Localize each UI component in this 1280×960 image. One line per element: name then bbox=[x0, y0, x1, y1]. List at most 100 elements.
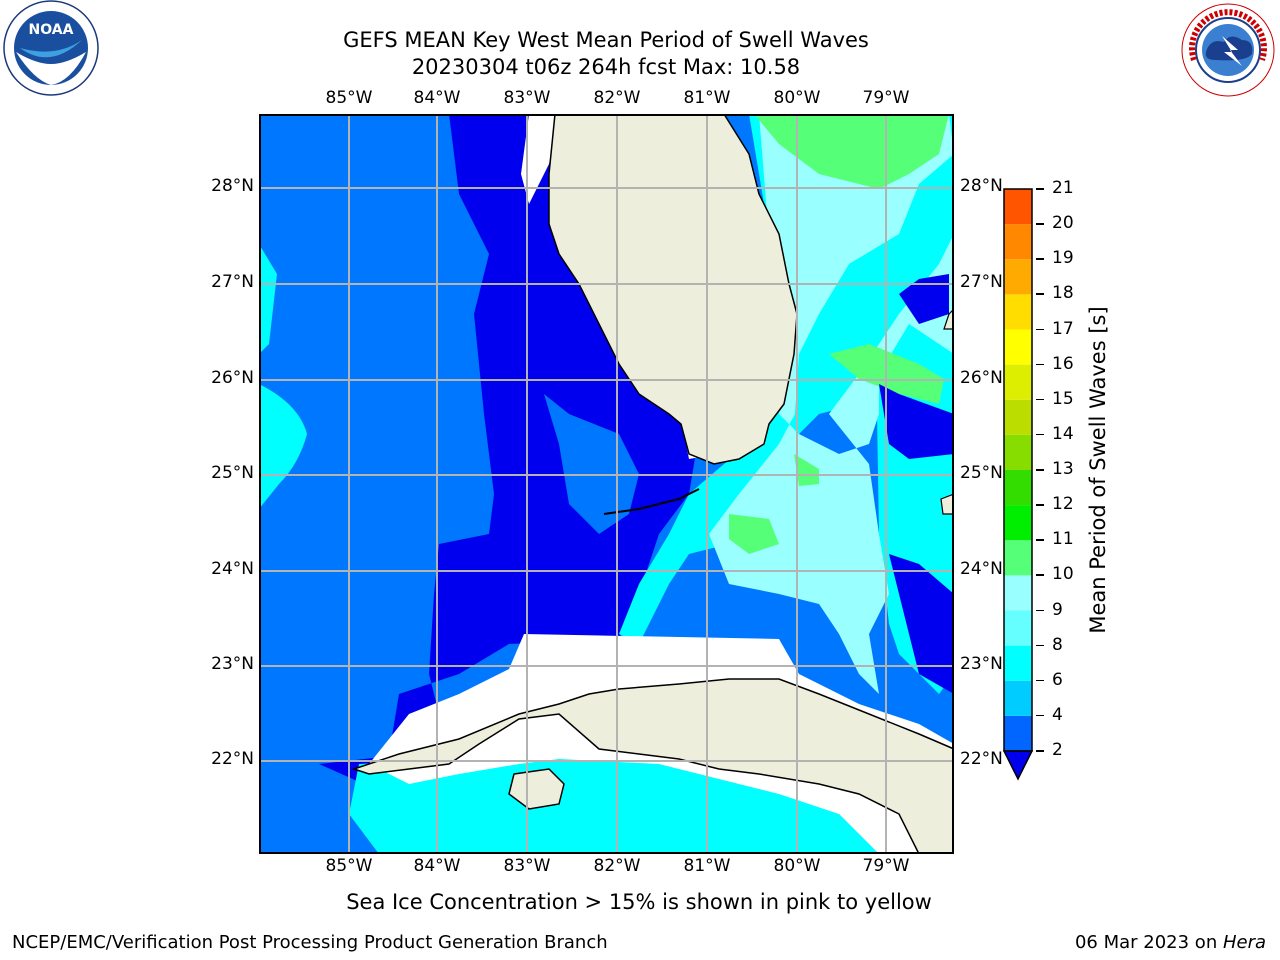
colorbar-band bbox=[1004, 470, 1032, 506]
colorbar-tick-mark bbox=[1036, 504, 1044, 506]
svg-text:NOAA: NOAA bbox=[29, 22, 74, 38]
lat-tick-left: 26°N bbox=[211, 368, 254, 388]
lon-tick-top: 82°W bbox=[593, 88, 641, 108]
lat-tick-right: 24°N bbox=[960, 559, 1003, 579]
lat-tick-left: 25°N bbox=[211, 463, 254, 483]
swell-deep-blue-east bbox=[889, 554, 954, 694]
nodata-nw-coast bbox=[521, 114, 559, 204]
lon-tick-bottom: 81°W bbox=[683, 856, 731, 876]
colorbar-tick-mark bbox=[1036, 258, 1044, 260]
land-cuba bbox=[351, 678, 954, 854]
florida-keys bbox=[603, 488, 700, 515]
lat-tick-right: 23°N bbox=[960, 654, 1003, 674]
footer-credit: NCEP/EMC/Verification Post Processing Pr… bbox=[12, 932, 608, 953]
colorbar-tick-label: 4 bbox=[1052, 704, 1063, 725]
colorbar-tick-mark bbox=[1036, 223, 1044, 225]
lon-tick-bottom: 85°W bbox=[325, 856, 373, 876]
colorbar-tick-label: 10 bbox=[1052, 564, 1074, 585]
lon-tick-top: 81°W bbox=[683, 88, 731, 108]
colorbar-band bbox=[1004, 575, 1032, 611]
map-plot bbox=[259, 114, 954, 854]
colorbar-tick-label: 17 bbox=[1052, 318, 1074, 339]
colorbar-tick-label: 11 bbox=[1052, 529, 1074, 550]
colorbar-band bbox=[1004, 645, 1032, 681]
colorbar-tick-label: 16 bbox=[1052, 353, 1074, 374]
colorbar-band bbox=[1004, 224, 1032, 260]
swell-green-north bbox=[754, 114, 949, 189]
lat-tick-left: 28°N bbox=[211, 176, 254, 196]
colorbar-border bbox=[1003, 188, 1033, 752]
map-border bbox=[259, 114, 954, 854]
colorbar-tick-mark bbox=[1036, 714, 1044, 717]
colorbar-tick-mark bbox=[1036, 469, 1044, 471]
colorbar-band bbox=[1004, 505, 1032, 541]
land-florida bbox=[548, 114, 798, 465]
colorbar-band bbox=[1004, 259, 1032, 295]
lat-tick-right: 26°N bbox=[960, 368, 1003, 388]
lon-tick-bottom: 82°W bbox=[593, 856, 641, 876]
colorbar-tick-mark bbox=[1036, 750, 1044, 752]
colorbar-band bbox=[1004, 680, 1032, 716]
colorbar-tick-mark bbox=[1036, 609, 1044, 611]
swell-blue-pocket bbox=[544, 394, 639, 534]
colorbar-band bbox=[1004, 715, 1032, 751]
lat-tick-left: 22°N bbox=[211, 749, 254, 769]
footer-date: 06 Mar 2023 on Hera bbox=[1075, 932, 1266, 953]
lon-tick-bottom: 79°W bbox=[862, 856, 910, 876]
colorbar-tick-label: 6 bbox=[1052, 669, 1063, 690]
graticule bbox=[259, 114, 954, 854]
colorbar-tick-label: 13 bbox=[1052, 459, 1074, 479]
swell-green-small bbox=[729, 514, 779, 554]
sea-ice-note: Sea Ice Concentration > 15% is shown in … bbox=[346, 890, 932, 914]
colorbar-tick-label: 14 bbox=[1052, 423, 1074, 444]
lat-tick-right: 27°N bbox=[960, 272, 1003, 292]
colorbar-band bbox=[1004, 540, 1032, 576]
lon-tick-bottom: 84°W bbox=[413, 856, 461, 876]
lat-tick-left: 24°N bbox=[211, 559, 254, 579]
colorbar-band bbox=[1004, 329, 1032, 365]
colorbar-tick-mark bbox=[1036, 574, 1044, 576]
map-subtitle: 20230304 t06z 264h fcst Max: 10.58 bbox=[411, 55, 801, 79]
lon-tick-bottom: 80°W bbox=[773, 856, 821, 876]
colorbar-tick-mark bbox=[1036, 328, 1044, 330]
swell-cyan-west bbox=[259, 384, 307, 509]
footer-host: Hera bbox=[1222, 932, 1266, 953]
colorbar-tick-label: 8 bbox=[1052, 634, 1063, 655]
lat-tick-right: 28°N bbox=[960, 176, 1003, 196]
colorbar-tick-label: 21 bbox=[1052, 178, 1074, 198]
lat-tick-left: 23°N bbox=[211, 654, 254, 674]
noaa-logo: NOAA bbox=[3, 0, 99, 96]
colorbar-band bbox=[1004, 610, 1032, 646]
colorbar-tick-mark bbox=[1036, 644, 1044, 647]
colorbar-tick-label: 15 bbox=[1052, 388, 1074, 409]
swell-light-cyan bbox=[709, 114, 954, 694]
colorbar-label: Mean Period of Swell Waves [s] bbox=[1086, 306, 1110, 634]
swell-deep-blue-bahamas bbox=[879, 384, 954, 459]
colorbar-tick-label: 19 bbox=[1052, 248, 1074, 269]
colorbar-tick-label: 20 bbox=[1052, 213, 1074, 234]
footer-date-text: 06 Mar 2023 on bbox=[1074, 932, 1223, 953]
colorbar-band bbox=[1004, 189, 1032, 225]
colorbar-tick-mark bbox=[1036, 398, 1044, 401]
swell-green-tiny bbox=[794, 454, 819, 486]
colorbar-band bbox=[1004, 399, 1032, 435]
swell-cyan-west-north bbox=[259, 244, 277, 354]
map-title: GEFS MEAN Key West Mean Period of Swell … bbox=[343, 28, 869, 52]
colorbar-tick-label: 2 bbox=[1052, 740, 1063, 760]
land-isla-juventud bbox=[508, 768, 565, 810]
colorbar-extend-arrow bbox=[1002, 750, 1034, 781]
lon-tick-top: 79°W bbox=[862, 88, 910, 108]
colorbar-tick-mark bbox=[1036, 188, 1044, 190]
colorbar-tick-mark bbox=[1036, 293, 1044, 295]
nws-logo bbox=[1181, 3, 1275, 97]
land-andros bbox=[940, 493, 954, 515]
colorbar-band bbox=[1004, 434, 1032, 470]
lon-tick-top: 80°W bbox=[773, 88, 821, 108]
lat-tick-left: 27°N bbox=[211, 272, 254, 292]
colorbar-tick-mark bbox=[1036, 433, 1044, 436]
lon-tick-top: 83°W bbox=[503, 88, 551, 108]
colorbar-tick-mark bbox=[1036, 679, 1044, 682]
lat-tick-right: 25°N bbox=[960, 463, 1003, 483]
colorbar-tick-mark bbox=[1036, 363, 1044, 366]
colorbar-tick-label: 12 bbox=[1052, 494, 1074, 515]
